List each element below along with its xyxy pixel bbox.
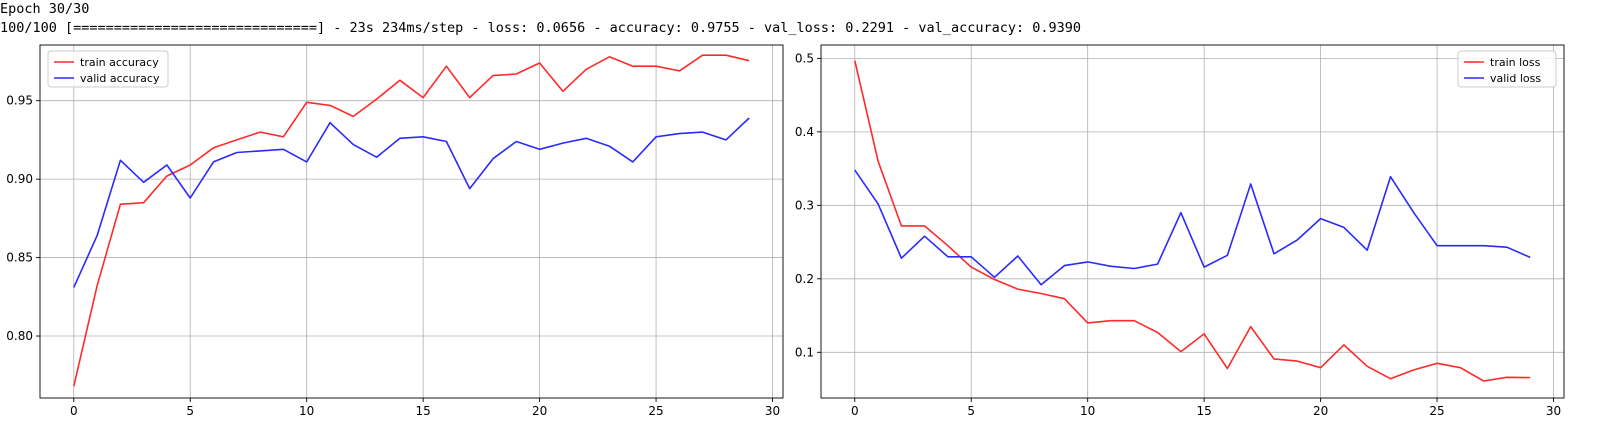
series-line-valid-accuracy [73, 117, 750, 288]
y-tick-label: 0.90 [6, 172, 33, 186]
legend-label: valid accuracy [80, 72, 160, 85]
x-tick-label: 10 [299, 404, 314, 418]
y-tick-label: 0.1 [795, 345, 814, 359]
x-tick-label: 20 [1313, 404, 1328, 418]
y-tick-label: 0.5 [795, 51, 814, 65]
x-tick-label: 25 [1429, 404, 1444, 418]
legend-label: valid loss [1490, 72, 1541, 85]
x-tick-label: 5 [186, 404, 194, 418]
x-tick-label: 0 [70, 404, 78, 418]
training-progress-line: 100/100 [==============================]… [0, 20, 1081, 36]
series-line-train-accuracy [73, 54, 750, 387]
loss-chart: 0 5 10 15 20 25 30 0.1 0.2 0.3 0.4 0.5 train loss val… [795, 44, 1565, 418]
x-tick-label: 0 [851, 404, 859, 418]
x-tick-label: 25 [648, 404, 663, 418]
legend-label: train loss [1490, 56, 1541, 69]
x-tick-label: 10 [1080, 404, 1095, 418]
series-line-valid-loss [854, 169, 1531, 286]
series-line-train-loss [854, 60, 1531, 382]
y-tick-label: 0.95 [6, 94, 33, 108]
plot-frame [820, 44, 1565, 399]
y-tick-label: 0.2 [795, 272, 814, 286]
legend-label: train accuracy [80, 56, 159, 69]
x-tick-label: 5 [967, 404, 975, 418]
legend: train loss valid loss [1457, 50, 1557, 88]
y-tick-label: 0.80 [6, 329, 33, 343]
legend: train accuracy valid accuracy [47, 50, 169, 88]
x-tick-label: 15 [416, 404, 431, 418]
accuracy-chart: 0 5 10 15 20 25 30 0.80 0.85 0.90 0.95 train accura… [6, 44, 784, 418]
x-tick-label: 15 [1197, 404, 1212, 418]
epoch-counter: Epoch 30/30 [0, 1, 90, 17]
y-tick-label: 0.3 [795, 198, 814, 212]
y-tick-label: 0.85 [6, 251, 33, 265]
x-tick-label: 30 [1546, 404, 1561, 418]
plot-frame [39, 44, 784, 399]
legend-box [47, 50, 169, 88]
x-tick-label: 30 [765, 404, 780, 418]
y-tick-label: 0.4 [795, 125, 814, 139]
x-tick-label: 20 [532, 404, 547, 418]
